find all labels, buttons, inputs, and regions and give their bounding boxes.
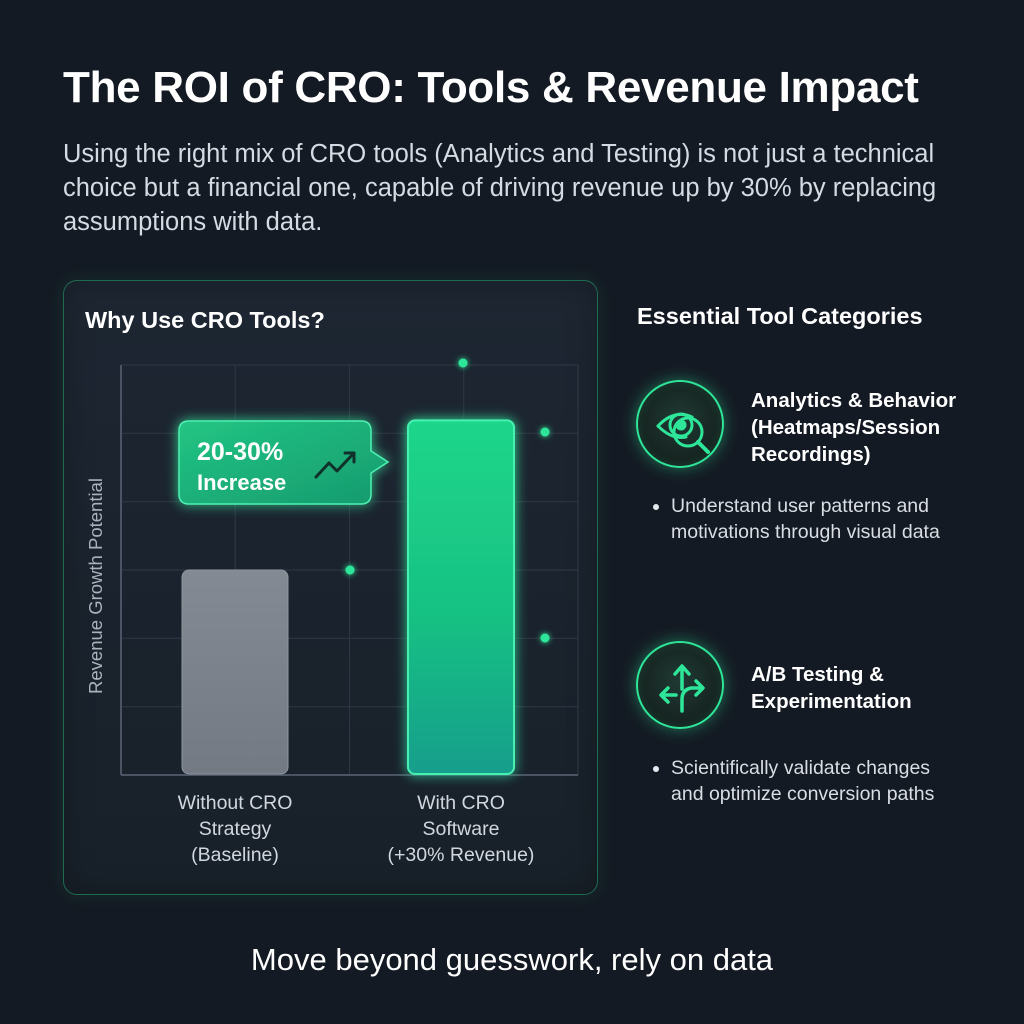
bullet-dot: [653, 766, 659, 772]
bar-with-cro: [407, 419, 515, 775]
callout-label: Increase: [197, 470, 286, 495]
page-subtitle: Using the right mix of CRO tools (Analyt…: [63, 140, 937, 236]
tool-2-description: Scientifically validate changes and opti…: [671, 757, 935, 805]
decor-dot: [540, 427, 550, 437]
tool-2-title: A/B Testing & Experimentation: [751, 663, 912, 713]
decor-dots: [345, 358, 550, 643]
trending-up-icon: [314, 451, 356, 479]
chart-panel: Why Use CRO Tools? Revenue Growth Potent…: [63, 280, 598, 895]
bullet-dot: [653, 504, 659, 510]
x-tick-label: (+30% Revenue): [388, 844, 535, 866]
tool-categories-heading: Essential Tool Categories: [637, 303, 923, 329]
callout-percent: 20-30%: [197, 438, 283, 466]
callout-bubble: [178, 420, 390, 505]
x-tick-label: Strategy: [199, 818, 272, 840]
page-title: The ROI of CRO: Tools & Revenue Impact: [63, 63, 919, 112]
x-tick-label: Without CRO: [178, 792, 293, 814]
x-tick-label: With CRO: [417, 792, 505, 814]
tool-1-title: Analytics & Behavior (Heatmaps/Session R…: [751, 389, 957, 466]
bar-baseline: [181, 569, 289, 775]
chart-bars: [181, 419, 515, 775]
increase-callout: 20-30% Increase: [178, 420, 390, 505]
eye-magnifier-icon: [636, 380, 724, 468]
tool-1-description: Understand user patterns and motivations…: [671, 495, 940, 543]
decor-dot: [345, 565, 355, 575]
split-arrows-icon: [636, 641, 724, 729]
y-axis-label: Revenue Growth Potential: [85, 478, 106, 694]
chart-title: Why Use CRO Tools?: [85, 307, 325, 333]
x-tick-label: (Baseline): [191, 844, 279, 866]
decor-dot: [458, 358, 468, 368]
footer-tagline: Move beyond guesswork, rely on data: [250, 942, 774, 977]
revenue-bar-chart: Why Use CRO Tools? Revenue Growth Potent…: [85, 307, 579, 866]
decor-dot: [540, 633, 550, 643]
x-tick-label: Software: [423, 818, 500, 840]
x-tick-labels: Without CRO Strategy (Baseline) With CRO Sof…: [178, 792, 535, 866]
